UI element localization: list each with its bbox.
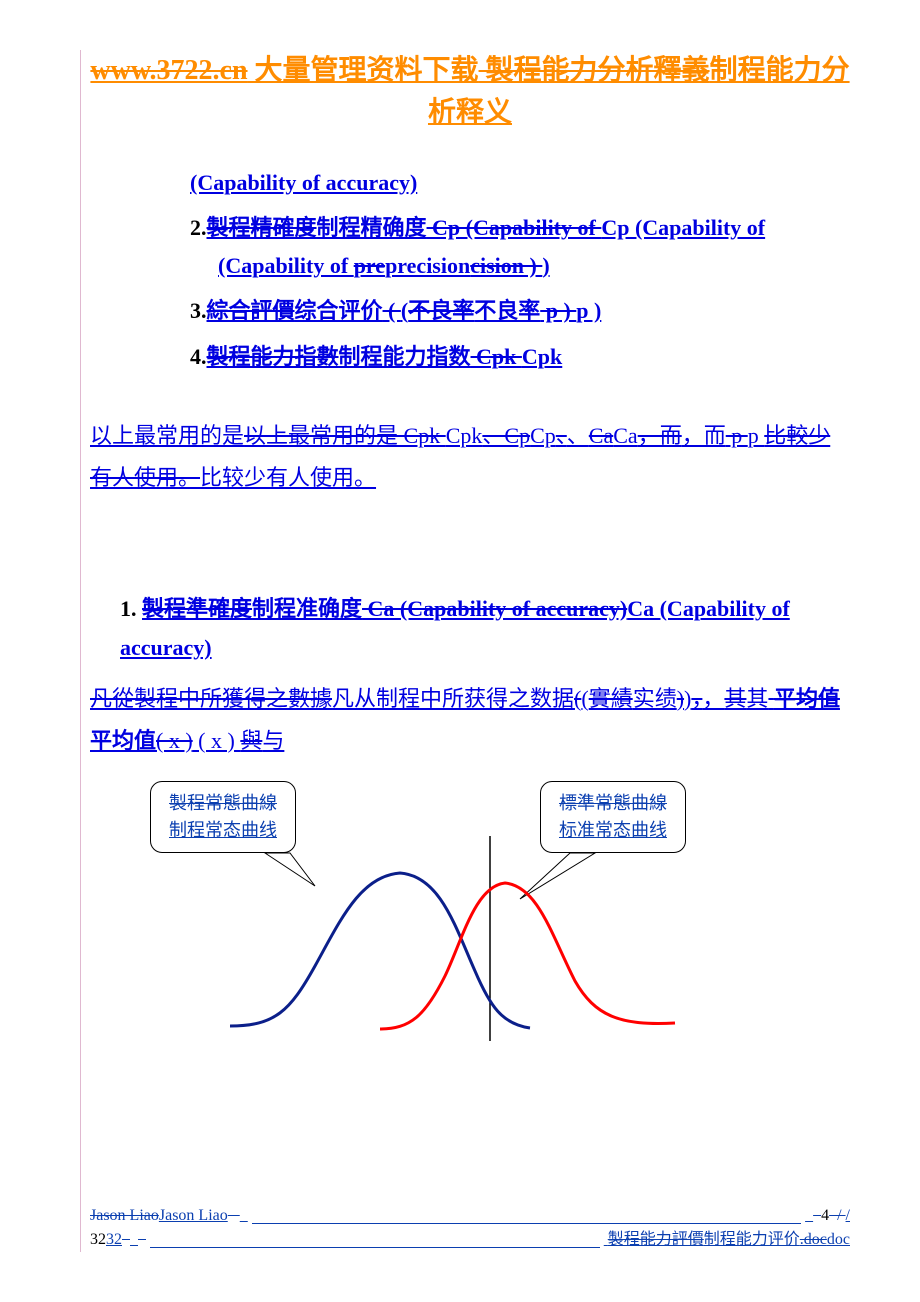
normal-curves-diagram: 製程常態曲線 制程常态曲线 標準常態曲線 标准常态曲线 <box>90 781 850 1041</box>
section-1-body: 凡從製程中所獲得之數據凡从制程中所获得之数据((實績实绩))，，其其 平均值平均… <box>90 678 850 762</box>
item-capability-accuracy: (Capability of accuracy) <box>190 164 850 201</box>
title-text-1: 大量管理资料下载 <box>248 55 479 86</box>
item-2: 2.製程精確度制程精确度 Cp (Capability of Cp (Capab… <box>190 209 850 284</box>
item-3: 3.綜合評價综合评价 ( (不良率不良率 p ) p ) <box>190 292 850 329</box>
footer-rule-2 <box>150 1224 600 1248</box>
title-link: www.3722.cn <box>90 55 247 86</box>
page-footer: Jason Liao Jason Liao 4 / / 3232 製程能力評價制… <box>90 1204 850 1252</box>
summary-paragraph: 以上最常用的是以上最常用的是 Cpk Cpk、CpCp、、CaCa，而，而 p … <box>90 415 850 499</box>
callout-tail-right <box>520 853 595 899</box>
section-1-heading: 1. 製程準確度制程准确度 Ca (Capability of accuracy… <box>120 589 850 668</box>
title-text-2-struck: 製程能力分析釋義 <box>479 55 710 86</box>
item-4: 4.製程能力指數制程能力指数 Cpk Cpk <box>190 338 850 375</box>
left-margin-rule <box>80 50 81 1252</box>
standard-curve <box>380 883 675 1029</box>
callout-tail-left <box>265 853 315 886</box>
callout-standard-curve: 標準常態曲線 标准常态曲线 <box>540 781 686 853</box>
callout-process-curve: 製程常態曲線 制程常态曲线 <box>150 781 296 853</box>
footer-rule-1 <box>252 1200 801 1224</box>
page-title: www.3722.cn 大量管理资料下载 製程能力分析釋義制程能力分析释义 <box>90 50 850 134</box>
